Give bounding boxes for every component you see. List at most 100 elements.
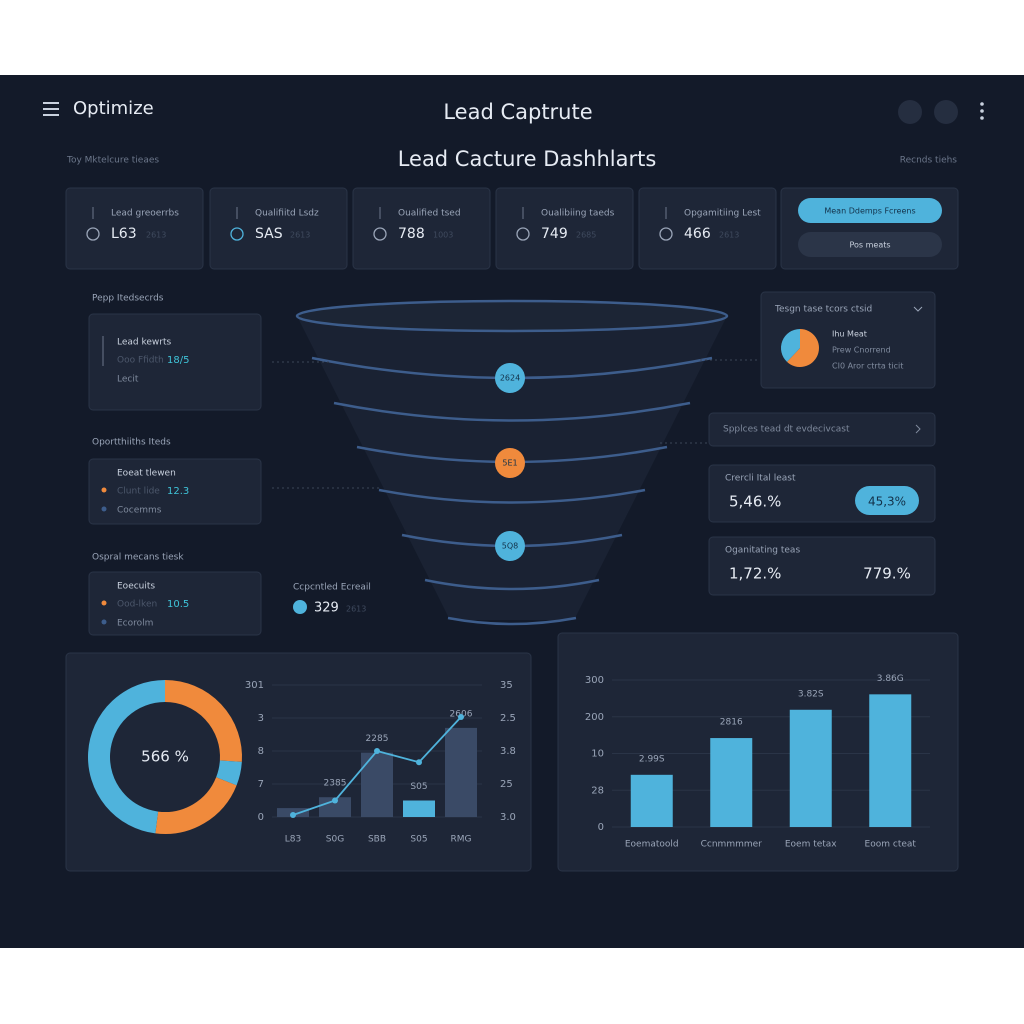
funnel-marker bbox=[495, 448, 525, 478]
kpi-card bbox=[209, 187, 348, 270]
pie-slice bbox=[164, 680, 242, 762]
pie-slice bbox=[215, 760, 242, 786]
kpi-value: 788 bbox=[398, 226, 425, 242]
bar bbox=[869, 694, 912, 827]
summary-title: Tesgn tase tcors ctsid bbox=[774, 305, 872, 315]
kpi-value: L63 bbox=[111, 226, 137, 242]
x-tick-label: SBB bbox=[368, 835, 386, 845]
pie-slice bbox=[88, 680, 166, 834]
funnel-note-dot bbox=[293, 600, 307, 614]
line-point bbox=[458, 714, 464, 721]
secondary-button-label: Pos meats bbox=[849, 241, 890, 250]
kpi-sub: 2613 bbox=[146, 231, 166, 240]
dropdown-chevron[interactable] bbox=[913, 306, 923, 312]
pie-slice bbox=[786, 329, 819, 368]
section-value: 18/5 bbox=[167, 355, 189, 366]
dashboard-title: Lead Cacture Dashhlarts bbox=[398, 147, 657, 171]
section-heading: Oportthiiths Iteds bbox=[92, 438, 171, 448]
x-tick-label: RMG bbox=[451, 835, 472, 845]
kpi-card bbox=[495, 187, 634, 270]
pie-slice bbox=[781, 329, 800, 362]
section-card bbox=[88, 571, 262, 636]
kpi-sub: 1003 bbox=[433, 231, 453, 240]
bar bbox=[403, 800, 435, 817]
metric-value: 5,46.% bbox=[729, 493, 781, 511]
bar bbox=[445, 727, 477, 817]
bar bbox=[319, 797, 351, 817]
left-note: Toy Mktelcure tieaes bbox=[66, 156, 159, 166]
funnel-note-sub: 2613 bbox=[346, 605, 366, 614]
section-title: Lead kewrts bbox=[117, 338, 172, 348]
kpi-label: Oualified tsed bbox=[398, 209, 461, 219]
line-point bbox=[374, 748, 380, 754]
y-tick-label: 28 bbox=[591, 785, 604, 796]
metric-label: Oganitating teas bbox=[725, 546, 800, 556]
y2-tick-label: 3.8 bbox=[500, 746, 516, 757]
section-value: 12.3 bbox=[167, 486, 189, 497]
y-tick-label: 0 bbox=[598, 822, 604, 833]
line-point bbox=[332, 797, 338, 804]
section-value: 10.5 bbox=[167, 599, 189, 610]
kpi-label: Lead greoerrbs bbox=[111, 209, 179, 219]
value-label: 3.86G bbox=[877, 674, 904, 684]
section-foot: Cocemms bbox=[117, 506, 162, 516]
metric-badge-label: 779.% bbox=[863, 565, 911, 583]
content: Lead greoerrbs L63 2613 Qualifiitd Lsdz SAS 2… bbox=[65, 187, 959, 872]
section-heading: Pepp Itedsecrds bbox=[92, 294, 164, 304]
x-tick-label: S05 bbox=[410, 835, 427, 845]
y-tick-label: 200 bbox=[585, 712, 604, 723]
legend-text: CI0 Aror ctrta ticit bbox=[832, 362, 903, 371]
kpi-sub: 2613 bbox=[719, 231, 739, 240]
y-tick-label: 8 bbox=[258, 746, 264, 757]
value-label: 3.82S bbox=[798, 689, 824, 699]
menu-icon[interactable] bbox=[43, 102, 59, 116]
y-tick-label: 300 bbox=[585, 675, 604, 686]
section-foot: Lecit bbox=[117, 375, 139, 385]
icon-button[interactable] bbox=[934, 100, 958, 124]
metric-label: Crercli Ital least bbox=[725, 474, 796, 484]
kpi-value: 749 bbox=[541, 226, 568, 242]
x-tick-label: Eoom cteat bbox=[865, 840, 917, 850]
metric-badge-label: 45,3% bbox=[868, 495, 906, 509]
kpi-sub: 2685 bbox=[576, 231, 596, 240]
legend-text: Prew Cnorrend bbox=[832, 346, 891, 355]
section-line: Clunt lide bbox=[117, 487, 160, 497]
bullet bbox=[101, 600, 107, 606]
funnel-note-label: Ccpcntled Ecreail bbox=[293, 583, 371, 593]
metric-badge bbox=[855, 486, 919, 515]
link-chevron bbox=[915, 424, 921, 434]
value-label: S05 bbox=[410, 782, 427, 792]
donut-center-label: 566 % bbox=[141, 748, 189, 766]
kpi-icon bbox=[516, 227, 530, 241]
funnel-note-value: 329 bbox=[314, 601, 339, 616]
section-line: Ooo Ffidth bbox=[117, 356, 164, 366]
secondary-button[interactable] bbox=[798, 232, 942, 257]
kpi-icon bbox=[230, 227, 244, 241]
y-tick-label: 301 bbox=[245, 680, 264, 691]
primary-button-label: Mean Ddemps Fcreens bbox=[824, 207, 915, 216]
funnel-marker-label: 2624 bbox=[500, 374, 520, 383]
more-button[interactable] bbox=[980, 102, 984, 120]
bullet bbox=[101, 506, 107, 512]
section-foot: Ecorolm bbox=[117, 619, 153, 629]
link-row[interactable] bbox=[708, 412, 936, 447]
metric-value: 1,72.% bbox=[729, 565, 781, 583]
kpi-label: Qualifiitd Lsdz bbox=[255, 209, 319, 219]
right-note: Recnds tiehs bbox=[900, 156, 958, 166]
x-tick-label: Ccnmmmmer bbox=[701, 840, 763, 850]
value-label: 2816 bbox=[720, 718, 743, 728]
y-tick-label: 3 bbox=[258, 713, 264, 724]
icon-button[interactable] bbox=[898, 100, 922, 124]
kpi-label: Oualibiing taeds bbox=[541, 209, 615, 219]
value-label: 2285 bbox=[366, 734, 389, 744]
primary-button[interactable] bbox=[798, 198, 942, 223]
link-label: Spplces tead dt evdecivcast bbox=[723, 425, 850, 435]
kpi-icon bbox=[373, 227, 387, 241]
brand: Optimize bbox=[73, 98, 154, 119]
page-title: Lead Captrute bbox=[443, 100, 592, 124]
section-card bbox=[88, 458, 262, 525]
bar bbox=[789, 709, 832, 827]
value-label: 2385 bbox=[324, 779, 347, 789]
funnel-marker bbox=[495, 531, 525, 561]
